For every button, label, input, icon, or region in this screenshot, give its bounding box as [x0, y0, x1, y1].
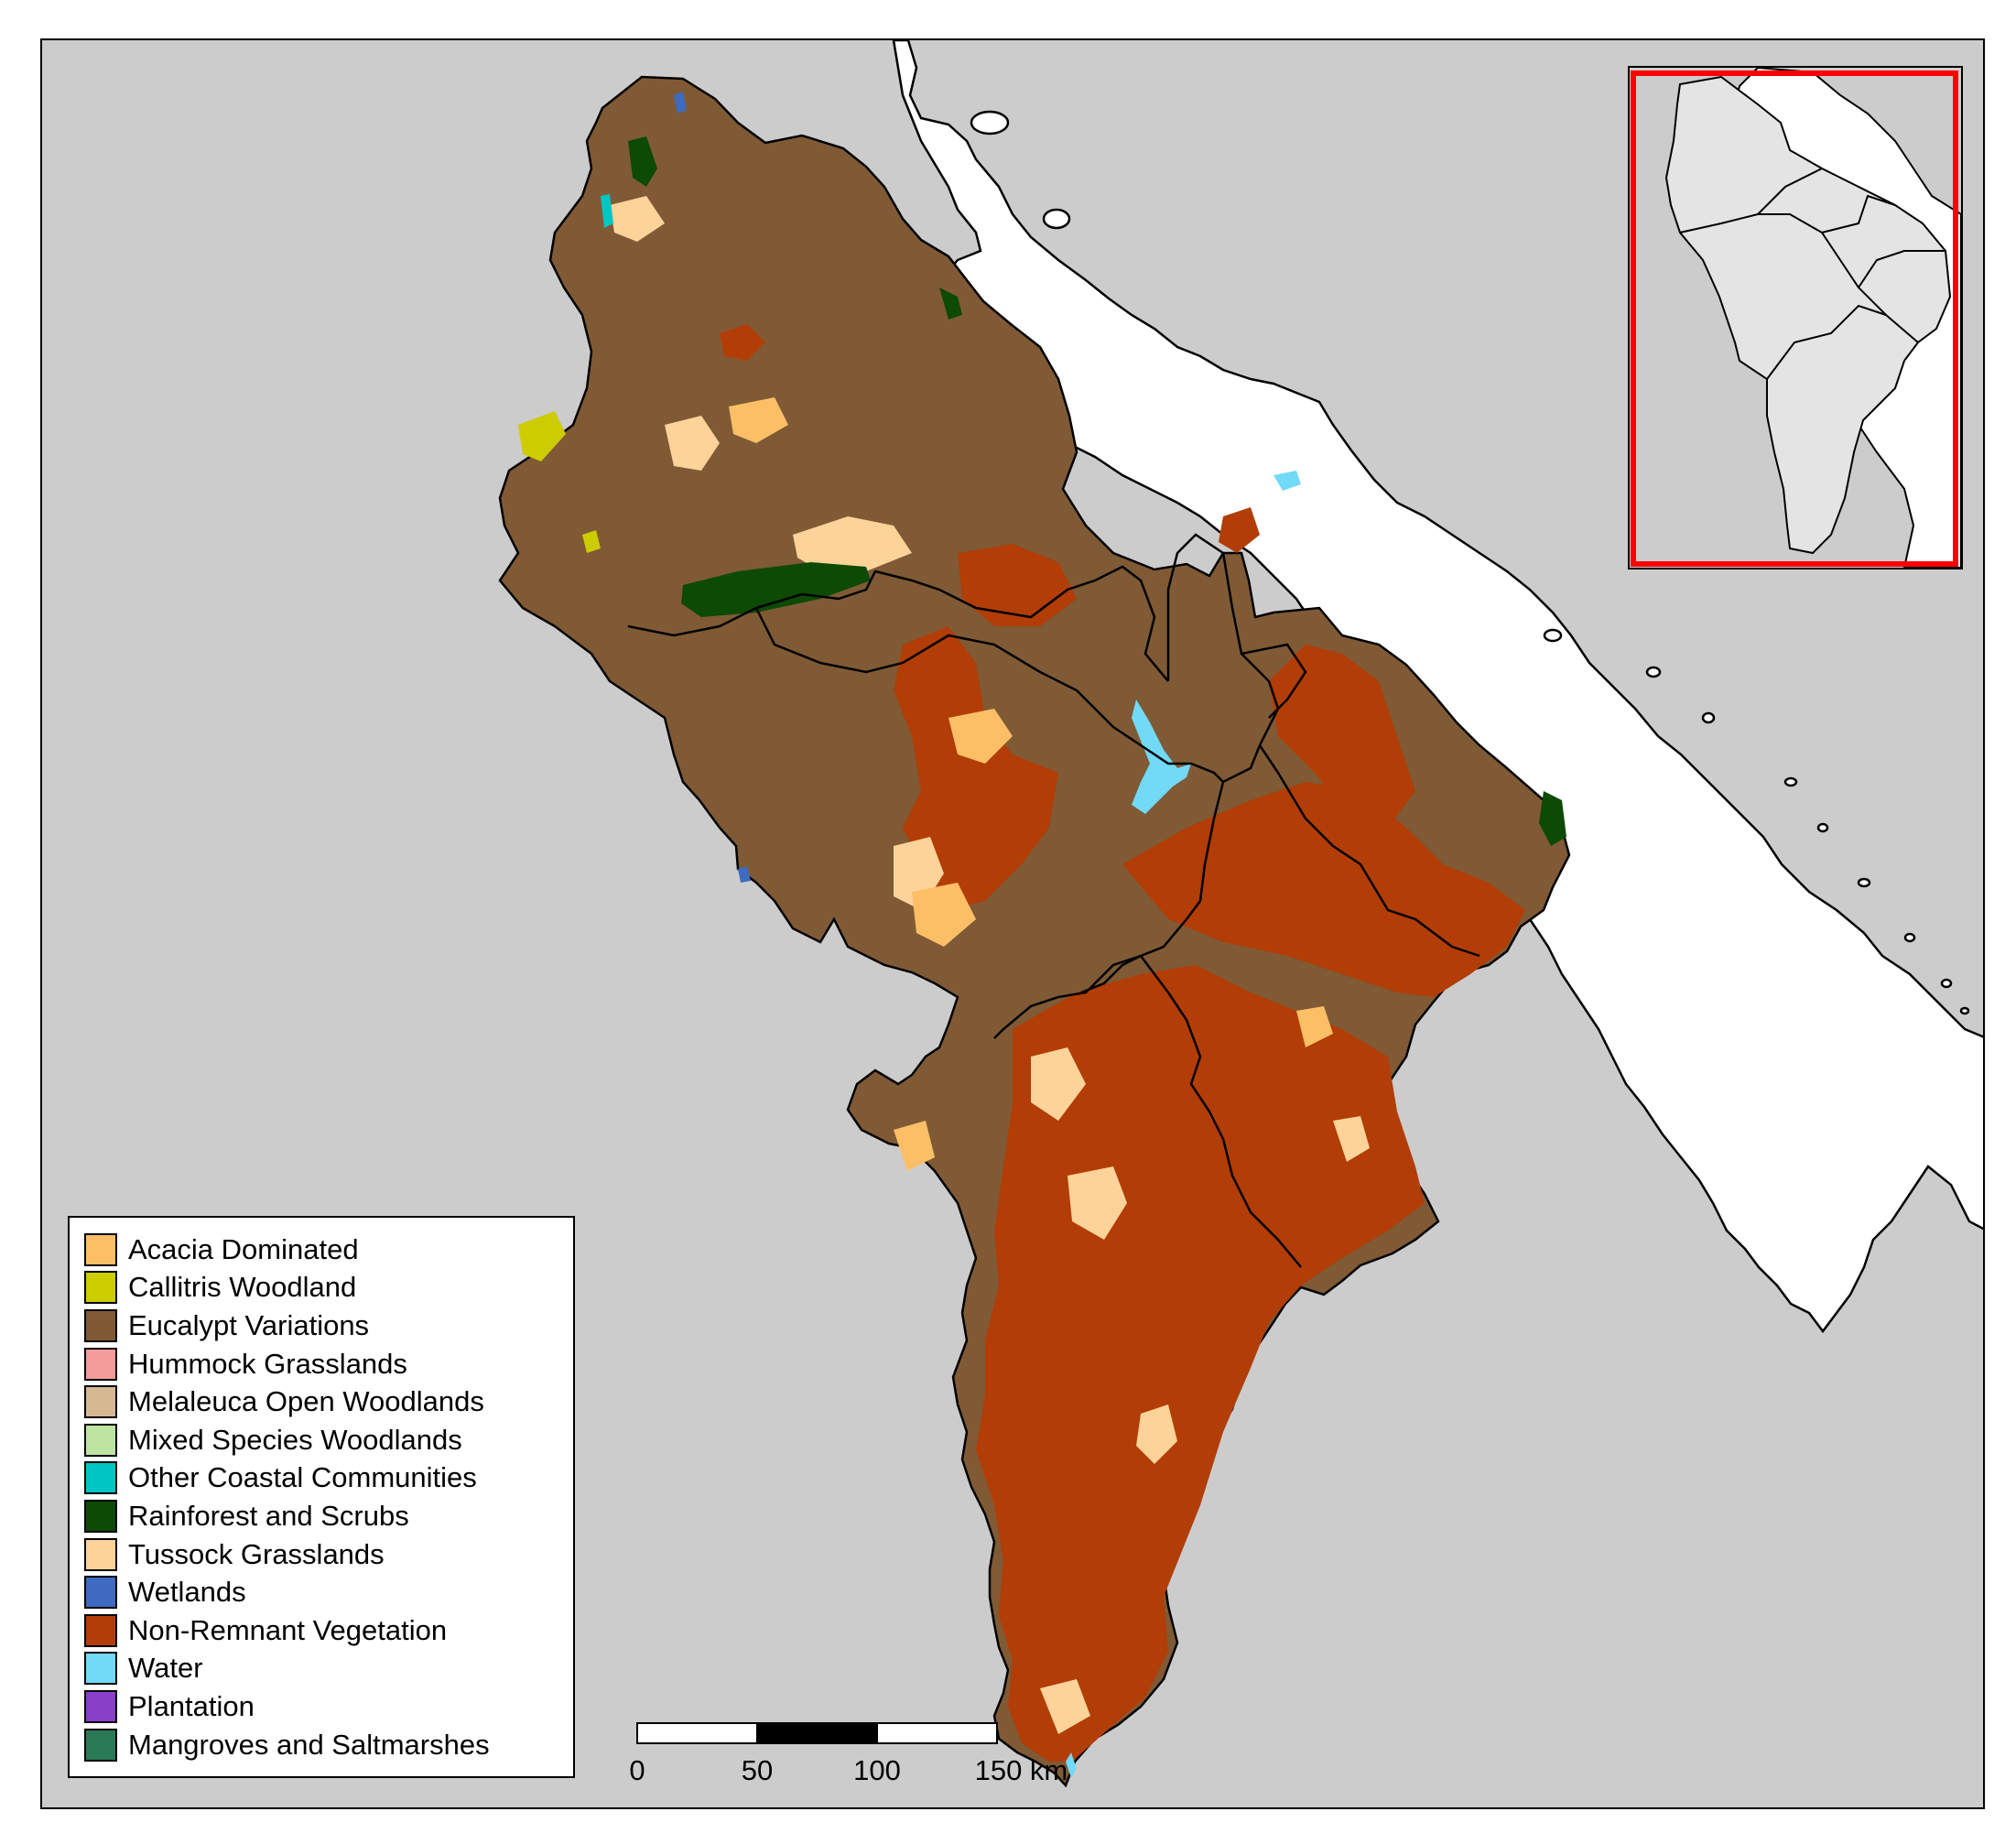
legend-swatch: [84, 1385, 117, 1419]
water-patch: [1132, 700, 1191, 814]
callitris-patch: [518, 411, 566, 461]
legend-label: Tussock Grasslands: [128, 1537, 385, 1570]
nonremnant-patch-small: [720, 324, 765, 361]
inset-subcatchments: [1679, 168, 1946, 380]
subcatchment-boundaries: [627, 533, 1480, 1268]
legend-label: Melaleuca Open Woodlands: [128, 1385, 484, 1418]
legend-item: Mangroves and Saltmarshes: [84, 1726, 573, 1764]
legend-label: Acacia Dominated: [128, 1232, 359, 1265]
legend-item: Eucalypt Variations: [84, 1307, 573, 1345]
legend-label: Callitris Woodland: [128, 1271, 357, 1304]
scale-tick-label: 150 km: [974, 1754, 1068, 1786]
legend-swatch: [84, 1499, 117, 1533]
acacia-patch: [894, 1121, 935, 1171]
rainforest-patch: [681, 562, 871, 617]
legend-swatch: [84, 1308, 117, 1342]
nonremnant-patch-small: [1219, 507, 1260, 553]
legend-label: Plantation: [128, 1689, 255, 1722]
legend-swatch: [84, 1652, 117, 1686]
legend-item: Wetlands: [84, 1573, 573, 1611]
acacia-patch: [948, 709, 1013, 764]
scale-tick-label: 50: [741, 1754, 774, 1786]
wetland-patch: [674, 92, 687, 114]
water-patch: [1274, 471, 1301, 491]
tussock-patch: [1040, 1679, 1090, 1734]
nonremnant-patch-central: [894, 626, 1058, 910]
legend-label: Water: [128, 1652, 203, 1685]
rainforest-patch: [1539, 791, 1566, 846]
acacia-patch: [1296, 1006, 1333, 1047]
legend-swatch: [84, 1537, 117, 1571]
legend: Acacia Dominated Callitris Woodland Eucaly…: [68, 1216, 575, 1778]
tussock-patch: [1333, 1116, 1370, 1162]
legend-item: Mixed Species Woodlands: [84, 1421, 573, 1459]
legend-label: Rainforest and Scrubs: [128, 1499, 409, 1532]
legend-label: Mangroves and Saltmarshes: [128, 1728, 490, 1761]
acacia-patch: [912, 883, 976, 947]
legend-item: Tussock Grasslands: [84, 1535, 573, 1574]
legend-swatch: [84, 1347, 117, 1381]
nonremnant-patch-south: [976, 965, 1425, 1762]
scale-tick-label: 0: [629, 1754, 645, 1786]
legend-swatch: [84, 1728, 117, 1762]
tussock-patch: [1136, 1405, 1177, 1464]
legend-item: Melaleuca Open Woodlands: [84, 1383, 573, 1421]
wetland-patch: [738, 866, 751, 883]
callitris-patch: [582, 530, 601, 553]
tussock-patch: [1068, 1166, 1127, 1240]
legend-item: Other Coastal Communities: [84, 1459, 573, 1498]
legend-swatch: [84, 1461, 117, 1495]
legend-label: Mixed Species Woodlands: [128, 1423, 462, 1456]
tussock-patch: [1031, 1047, 1086, 1121]
rainforest-patch: [628, 136, 657, 187]
scale-bar-graphic: [636, 1722, 998, 1744]
legend-swatch: [84, 1613, 117, 1647]
scale-segment: [876, 1722, 998, 1744]
inset-canvas: [1631, 68, 1961, 568]
legend-label: Eucalypt Variations: [128, 1308, 370, 1341]
legend-swatch: [84, 1271, 117, 1305]
nonremnant-patch-northeast: [1269, 645, 1415, 828]
legend-item: Callitris Woodland: [84, 1269, 573, 1307]
scale-segment: [756, 1722, 878, 1744]
nonremnant-patch-east: [1122, 782, 1525, 997]
rainforest-patch: [939, 287, 962, 320]
scale-bar: 0 50 100 150 km: [629, 1721, 1106, 1795]
acacia-patch: [729, 397, 788, 443]
legend-item: Plantation: [84, 1687, 573, 1726]
legend-label: Wetlands: [128, 1576, 246, 1609]
water-patch: [601, 194, 613, 228]
map-canvas[interactable]: [42, 40, 1985, 1809]
legend-item: Acacia Dominated: [84, 1231, 573, 1269]
tussock-patch: [610, 196, 665, 242]
tussock-patch: [665, 416, 720, 471]
legend-label: Non-Remnant Vegetation: [128, 1613, 448, 1646]
legend-item: Non-Remnant Vegetation: [84, 1611, 573, 1650]
island-group: [970, 110, 1970, 1015]
legend-swatch: [84, 1689, 117, 1723]
legend-item: Water: [84, 1650, 573, 1688]
vegetation-patches: [518, 92, 1566, 1778]
scale-tick-label: 100: [853, 1754, 901, 1786]
tussock-patch: [793, 516, 912, 571]
legend-item: Hummock Grasslands: [84, 1345, 573, 1383]
legend-item: Rainforest and Scrubs: [84, 1497, 573, 1535]
inset-extent-box: [1631, 70, 1958, 567]
legend-label: Other Coastal Communities: [128, 1461, 477, 1494]
legend-swatch: [84, 1576, 117, 1610]
inset-catchment: [1664, 75, 1952, 555]
inset-locator-map: [1628, 66, 1963, 569]
legend-swatch: [84, 1232, 117, 1266]
legend-swatch: [84, 1423, 117, 1457]
scale-segment: [636, 1722, 758, 1744]
legend-label: Hummock Grasslands: [128, 1347, 407, 1380]
water-patch: [1066, 1752, 1077, 1778]
